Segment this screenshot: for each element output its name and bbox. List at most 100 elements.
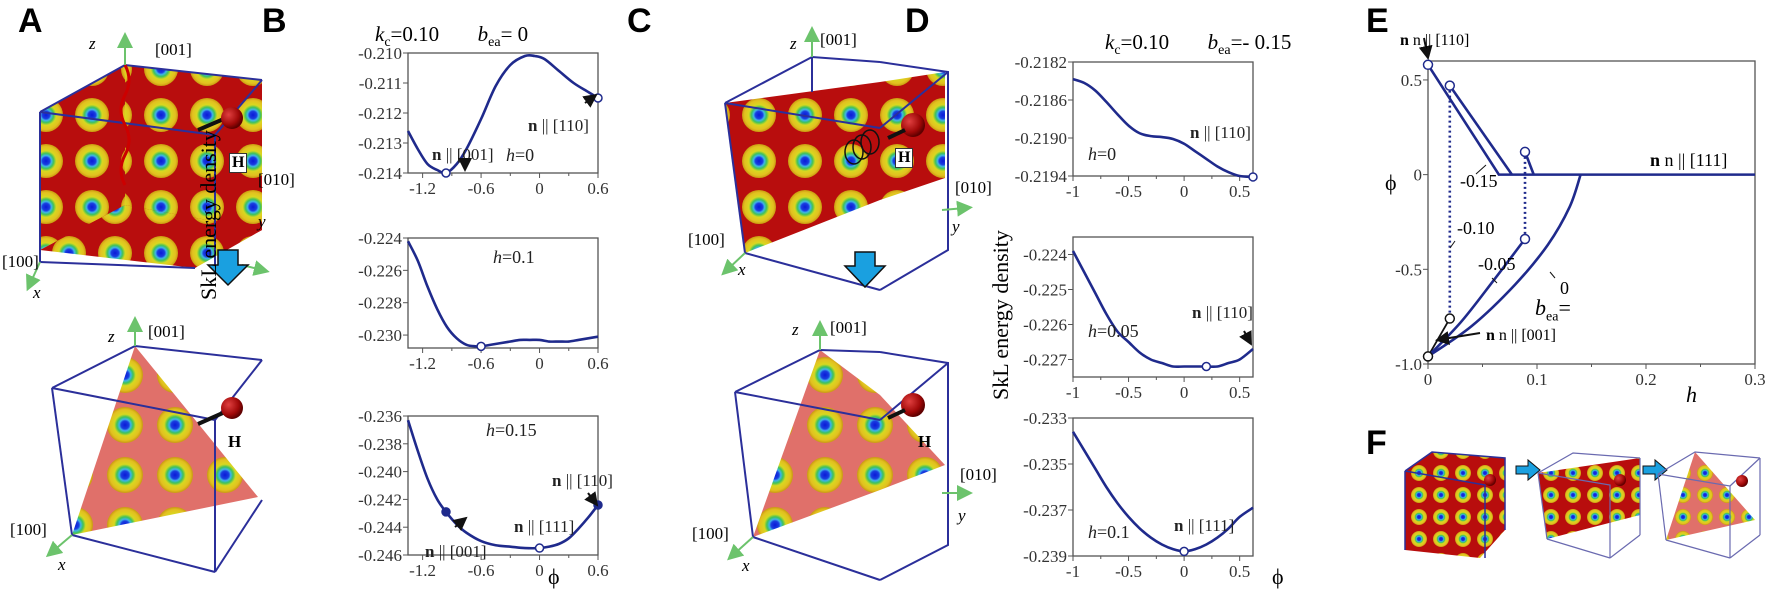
svg-text:-1: -1 bbox=[1066, 383, 1080, 402]
panel-letter-d: D bbox=[905, 2, 930, 40]
svg-text:-0.213: -0.213 bbox=[358, 134, 402, 153]
x-axis-label: x bbox=[738, 260, 746, 279]
h-annotation: h=0.1 bbox=[493, 247, 535, 267]
panel-d-xlabel: ϕ bbox=[1272, 564, 1284, 589]
panel-letter-b: B bbox=[262, 2, 287, 40]
h-annotation: h=0 bbox=[1088, 144, 1116, 164]
svg-text:-0.233: -0.233 bbox=[1023, 409, 1067, 428]
svg-text:0: 0 bbox=[1414, 166, 1423, 185]
svg-text:-0.212: -0.212 bbox=[358, 104, 402, 123]
svg-text:-0.6: -0.6 bbox=[468, 561, 495, 580]
series-line bbox=[406, 53, 599, 175]
direction-001-label: [001] bbox=[155, 40, 192, 59]
svg-text:-0.5: -0.5 bbox=[1115, 182, 1142, 201]
svg-text:0: 0 bbox=[535, 179, 544, 198]
annotation-n001: n || [001] bbox=[432, 145, 494, 164]
svg-text:-0.211: -0.211 bbox=[359, 74, 402, 93]
svg-text:-0.210: -0.210 bbox=[358, 44, 402, 63]
annotation-n111: n || [111] bbox=[514, 517, 574, 536]
svg-text:-0.225: -0.225 bbox=[1023, 281, 1067, 300]
panel-letter-a: A bbox=[18, 2, 43, 40]
svg-text:-0.228: -0.228 bbox=[358, 294, 402, 313]
data-point-marker bbox=[1248, 172, 1258, 182]
direction-100-label: [100] bbox=[10, 520, 47, 539]
svg-text:-0.6: -0.6 bbox=[468, 179, 495, 198]
panel-f-cube-2 bbox=[1537, 452, 1641, 559]
field-ball-icon bbox=[221, 107, 243, 129]
h-annotation: h=0.15 bbox=[486, 420, 537, 440]
data-point-marker bbox=[1422, 351, 1434, 362]
panel-e-ylabel: ϕ bbox=[1385, 170, 1397, 195]
svg-text:-0.5: -0.5 bbox=[1395, 260, 1422, 279]
svg-text:0: 0 bbox=[535, 354, 544, 373]
panel-c-cube-right-edges bbox=[879, 61, 973, 581]
svg-text:-0.235: -0.235 bbox=[1023, 455, 1067, 474]
svg-text:0: 0 bbox=[535, 561, 544, 580]
field-h-label: H bbox=[228, 432, 242, 451]
svg-text:0: 0 bbox=[1180, 383, 1189, 402]
field-ball-icon bbox=[221, 397, 243, 419]
panel-c-bottom-cube bbox=[727, 320, 881, 581]
svg-text:0.6: 0.6 bbox=[587, 354, 608, 373]
svg-text:-0.236: -0.236 bbox=[358, 407, 402, 426]
svg-text:0: 0 bbox=[1180, 562, 1189, 581]
svg-text:-1.2: -1.2 bbox=[409, 561, 436, 580]
data-point-marker bbox=[441, 168, 451, 178]
data-point-marker bbox=[441, 507, 451, 517]
direction-010-label: [010] bbox=[955, 178, 992, 197]
chart-B2: -1.2 -0.6 0 0.6 -0.224 -0.226 -0.228 -0.230 h=0.… bbox=[358, 229, 609, 373]
annotation-n110: n || [110] bbox=[1192, 303, 1253, 322]
svg-text:-0.2190: -0.2190 bbox=[1015, 129, 1067, 148]
right-arrow-icon bbox=[1515, 458, 1541, 482]
series-line bbox=[406, 240, 599, 348]
svg-text:-0.5: -0.5 bbox=[1115, 383, 1142, 402]
panel-letter-c: C bbox=[627, 2, 652, 40]
panel-d-title: kc=0.10 bea=- 0.15 bbox=[1105, 30, 1292, 59]
label-bea-m010: -0.10 bbox=[1457, 218, 1495, 238]
data-point-marker bbox=[1444, 313, 1456, 324]
data-point-marker bbox=[1519, 233, 1531, 245]
svg-text:-0.224: -0.224 bbox=[1023, 246, 1067, 265]
chart-D3: -1 -0.5 0 0.5 -0.233 -0.235 -0.237 -0.239 h=0.1 bbox=[1023, 409, 1254, 581]
panel-f-cube-3 bbox=[1657, 451, 1761, 559]
direction-001-label: [001] bbox=[820, 30, 857, 49]
direction-001-label: [001] bbox=[148, 322, 185, 341]
panel-c-top-cube bbox=[721, 26, 881, 291]
svg-text:0.5: 0.5 bbox=[1229, 182, 1250, 201]
data-point-marker bbox=[1179, 546, 1189, 557]
field-h-label: H bbox=[895, 148, 914, 168]
svg-text:-1.0: -1.0 bbox=[1395, 355, 1422, 374]
svg-text:-0.237: -0.237 bbox=[1023, 501, 1067, 520]
data-point-marker bbox=[476, 341, 486, 352]
field-h-label: H bbox=[229, 153, 248, 173]
series-line bbox=[406, 419, 600, 550]
direction-100-label: [100] bbox=[688, 230, 725, 249]
svg-text:0.3: 0.3 bbox=[1744, 370, 1765, 389]
panel-e-xlabel: h bbox=[1686, 382, 1697, 407]
field-ball-icon bbox=[901, 393, 925, 417]
svg-text:0.2: 0.2 bbox=[1635, 370, 1656, 389]
svg-text:-0.6: -0.6 bbox=[468, 354, 495, 373]
svg-text:-0.214: -0.214 bbox=[358, 164, 402, 183]
data-point-marker bbox=[1519, 146, 1531, 158]
svg-text:0.5: 0.5 bbox=[1229, 383, 1250, 402]
panel-a-top-cube bbox=[26, 32, 270, 292]
data-point-marker bbox=[1201, 361, 1212, 372]
svg-text:-0.242: -0.242 bbox=[358, 490, 402, 509]
svg-text:-0.2194: -0.2194 bbox=[1015, 167, 1068, 186]
svg-text:-1: -1 bbox=[1066, 562, 1080, 581]
panel-b-xlabel: ϕ bbox=[548, 564, 560, 589]
h-annotation: h=0 bbox=[506, 145, 534, 165]
svg-text:0.6: 0.6 bbox=[587, 179, 608, 198]
panel-letter-e: E bbox=[1366, 2, 1389, 40]
svg-text:-0.240: -0.240 bbox=[358, 463, 402, 482]
series-line bbox=[1448, 84, 1513, 176]
annotation-n110: n || [110] bbox=[1190, 123, 1251, 142]
panel-b-title: kc=0.10 bea= 0 bbox=[375, 22, 529, 51]
legend-title-bea: bea= bbox=[1535, 295, 1571, 325]
chart-D1: -1 -0.5 0 0.5 -0.2182 -0.2186 -0.2190 -0.2194 h=… bbox=[1015, 53, 1258, 201]
svg-text:-1.2: -1.2 bbox=[409, 354, 436, 373]
panel-a-bottom-cube bbox=[45, 316, 263, 573]
series-line bbox=[1427, 174, 1582, 358]
